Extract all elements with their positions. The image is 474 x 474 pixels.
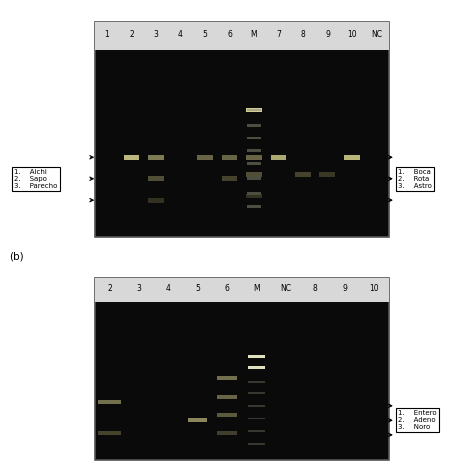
Text: 8: 8 — [301, 30, 305, 39]
Text: NC: NC — [280, 284, 292, 293]
Text: 4: 4 — [178, 30, 183, 39]
Text: NC: NC — [371, 30, 382, 39]
Text: 3: 3 — [154, 30, 158, 39]
Bar — [246, 193, 262, 198]
Bar — [248, 381, 264, 383]
Text: 9: 9 — [342, 284, 347, 293]
Text: 3: 3 — [137, 284, 141, 293]
Text: 6: 6 — [227, 30, 232, 39]
Bar — [246, 108, 262, 112]
Bar — [248, 443, 264, 445]
Text: 6: 6 — [225, 284, 229, 293]
Bar — [247, 149, 261, 152]
Bar — [148, 176, 164, 181]
Text: 4: 4 — [166, 284, 171, 293]
Bar — [247, 205, 261, 208]
Text: 5: 5 — [202, 30, 208, 39]
Text: 2: 2 — [107, 284, 112, 293]
Bar — [248, 366, 264, 369]
Bar — [221, 155, 237, 160]
Bar — [247, 162, 261, 165]
Bar — [148, 198, 164, 202]
Bar — [248, 430, 264, 432]
Bar — [248, 355, 264, 358]
Bar — [344, 155, 360, 160]
Bar — [98, 400, 121, 404]
Bar — [248, 418, 264, 419]
Bar — [218, 413, 237, 417]
Bar — [247, 109, 261, 111]
Text: M: M — [251, 30, 257, 39]
Text: 1.    Boca
2.    Rota
3.    Astro: 1. Boca 2. Rota 3. Astro — [398, 169, 432, 189]
Text: M: M — [253, 284, 260, 293]
Bar — [197, 155, 213, 160]
Bar — [295, 172, 311, 177]
Bar — [319, 172, 336, 177]
Text: 5: 5 — [195, 284, 200, 293]
Bar — [95, 278, 389, 302]
Text: 2: 2 — [129, 30, 134, 39]
Text: 10: 10 — [347, 30, 357, 39]
Bar — [95, 278, 389, 460]
Bar — [148, 155, 164, 160]
Bar — [218, 431, 237, 435]
Bar — [188, 418, 207, 422]
Text: 1.    Entero
2.    Adeno
3.    Noro: 1. Entero 2. Adeno 3. Noro — [398, 410, 437, 430]
Bar — [247, 137, 261, 139]
Bar — [98, 431, 121, 435]
Text: 10: 10 — [369, 284, 379, 293]
Bar — [218, 376, 237, 381]
Bar — [248, 392, 264, 394]
Bar — [95, 22, 389, 50]
Text: 1: 1 — [105, 30, 109, 39]
Text: 1.    Aichi
2.    Sapo
3.    Parecho: 1. Aichi 2. Sapo 3. Parecho — [14, 169, 58, 189]
Bar — [246, 172, 262, 177]
Bar — [95, 22, 389, 237]
Bar — [271, 155, 286, 160]
Text: (b): (b) — [9, 251, 24, 261]
Bar — [124, 155, 139, 160]
Bar — [247, 192, 261, 195]
Text: 7: 7 — [276, 30, 281, 39]
Bar — [248, 405, 264, 407]
Text: 8: 8 — [313, 284, 318, 293]
Bar — [246, 155, 262, 160]
Bar — [247, 177, 261, 180]
Bar — [247, 124, 261, 127]
Bar — [218, 395, 237, 399]
Text: 9: 9 — [325, 30, 330, 39]
Bar — [221, 176, 237, 181]
